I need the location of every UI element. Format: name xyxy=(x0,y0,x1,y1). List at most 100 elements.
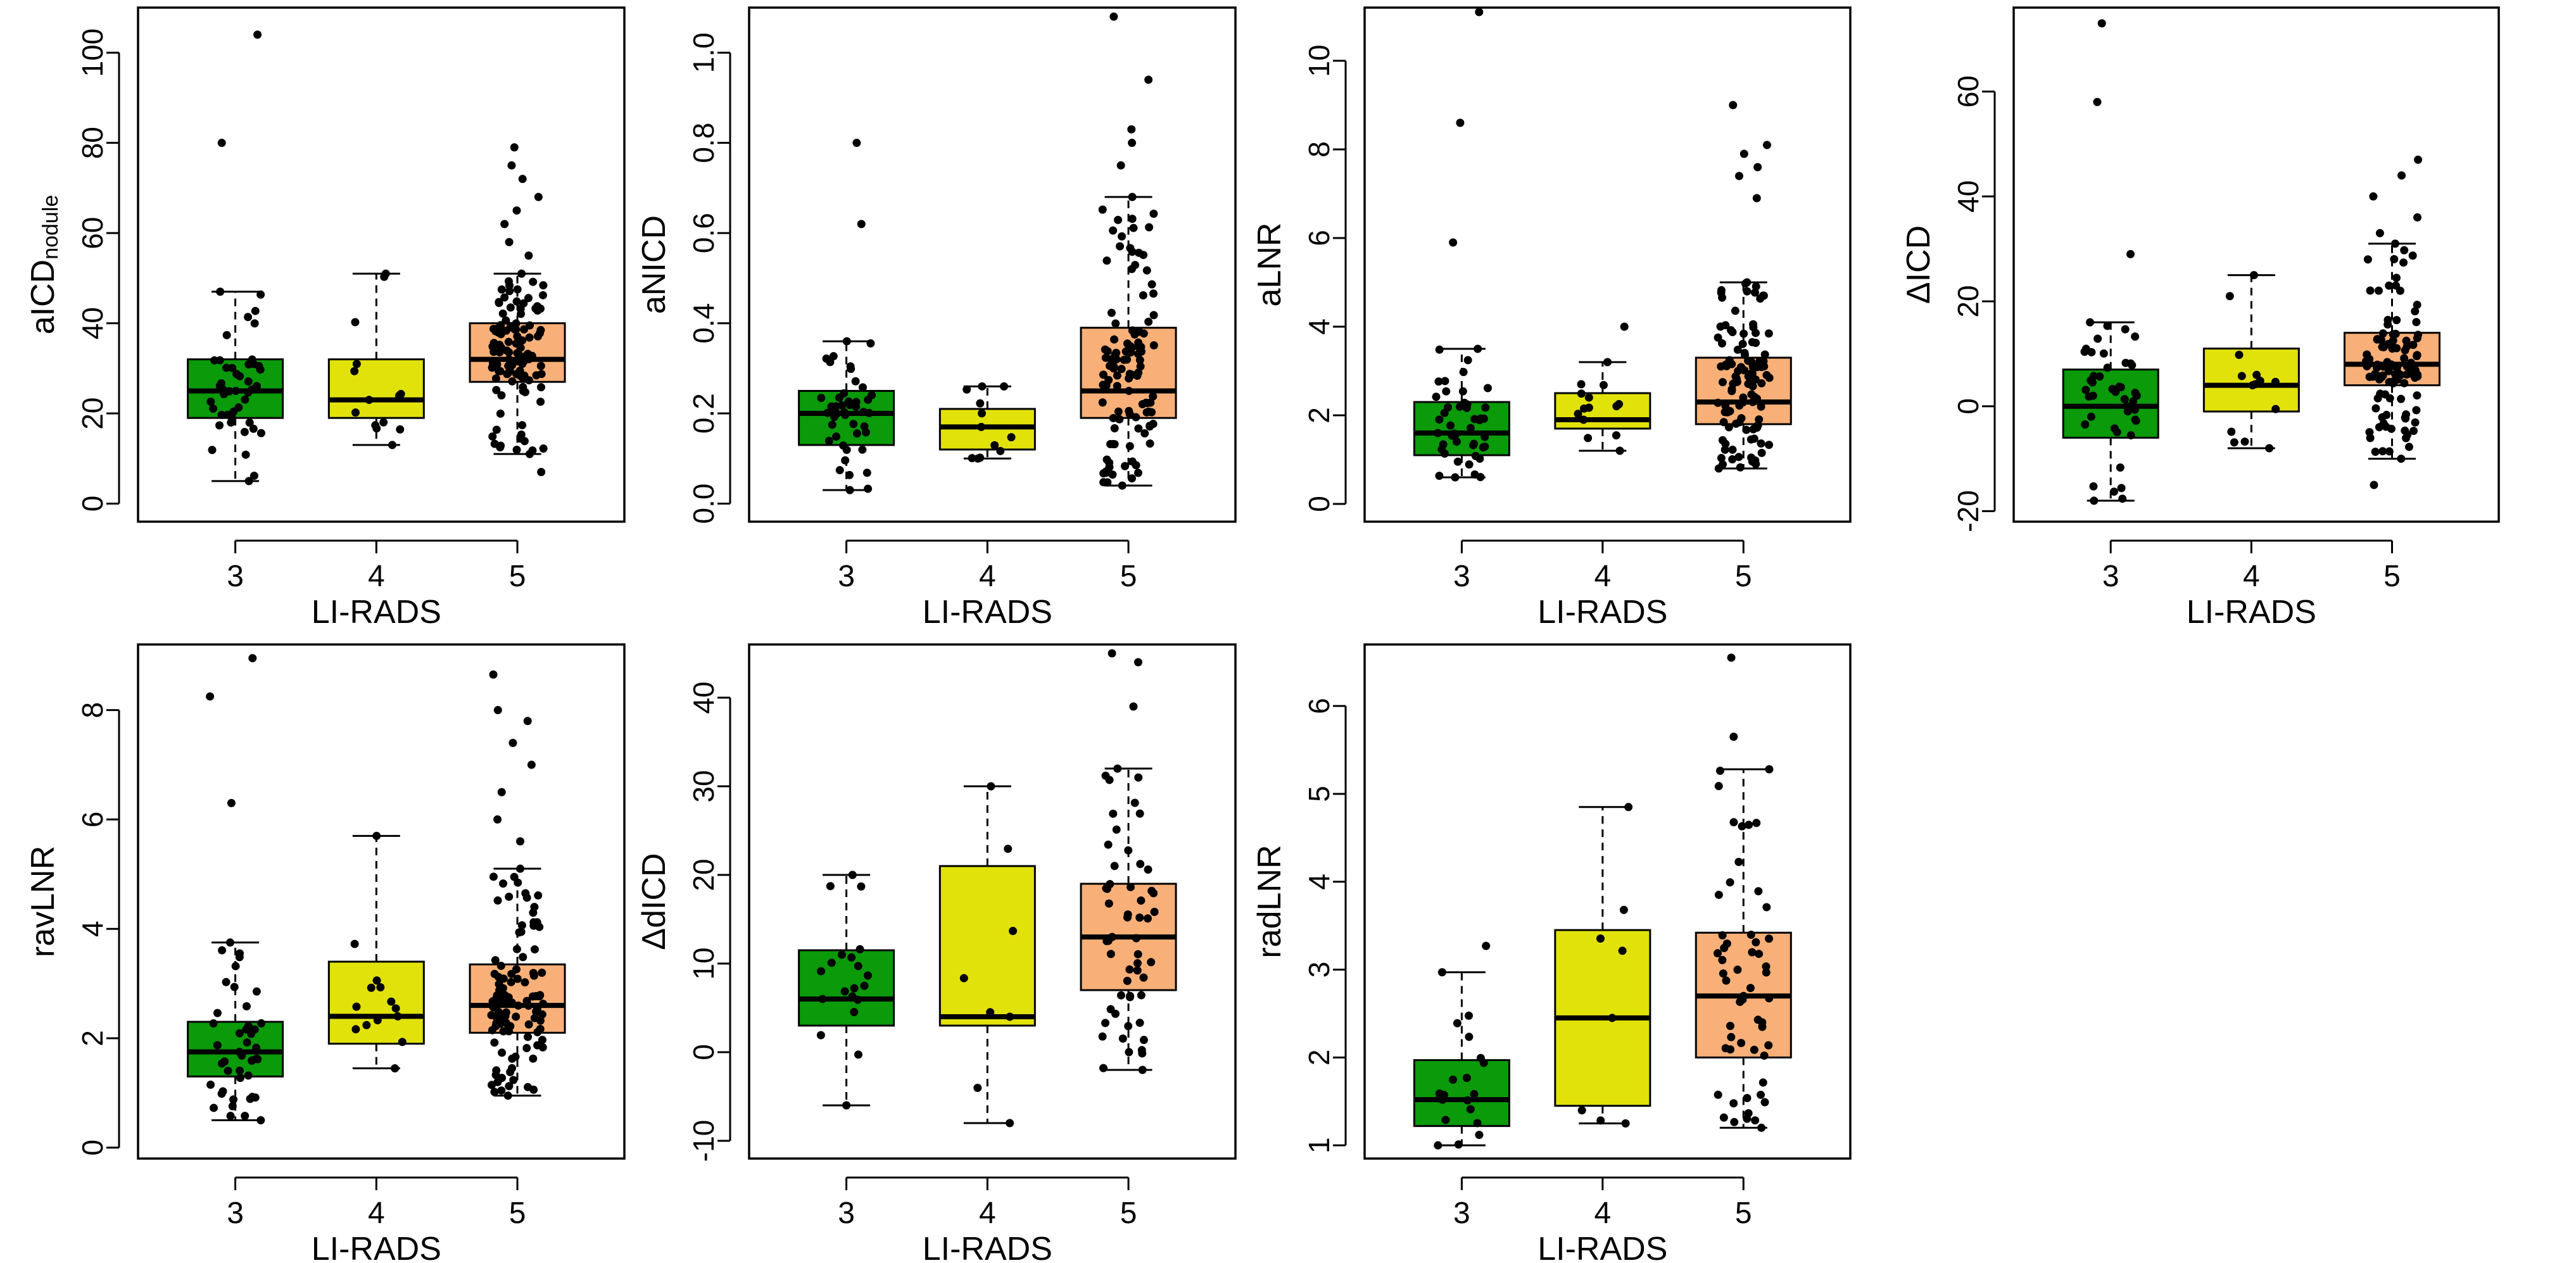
data-point xyxy=(2399,258,2408,267)
data-point xyxy=(2103,363,2112,372)
data-point xyxy=(494,1010,503,1019)
x-tick-label-3: 3 xyxy=(1453,1197,1470,1230)
data-point xyxy=(860,981,869,990)
data-point xyxy=(2397,171,2406,180)
y-tick-label: 0.8 xyxy=(687,123,720,163)
data-point xyxy=(1137,1046,1146,1055)
data-point xyxy=(2366,286,2375,295)
data-point xyxy=(851,377,860,386)
data-point xyxy=(504,361,513,370)
data-point xyxy=(1714,398,1722,407)
data-point xyxy=(489,670,498,679)
data-point xyxy=(1139,973,1148,982)
data-point xyxy=(524,1002,533,1010)
data-point xyxy=(2271,405,2280,413)
data-point xyxy=(1135,913,1144,922)
data-point xyxy=(1752,819,1761,827)
data-point xyxy=(2392,273,2401,282)
box-5 xyxy=(469,963,566,1034)
box-group-3 xyxy=(187,654,284,1125)
data-point xyxy=(1112,825,1121,834)
data-point xyxy=(1748,948,1757,957)
data-point xyxy=(1133,966,1142,975)
data-point xyxy=(1109,12,1118,21)
data-point xyxy=(352,1002,361,1011)
data-point xyxy=(227,413,236,422)
data-point xyxy=(524,376,533,385)
data-point xyxy=(395,391,404,400)
y-tick-label: 0.6 xyxy=(687,213,720,253)
data-point xyxy=(1714,782,1723,791)
x-tick-label-5: 5 xyxy=(1735,560,1752,593)
chart-aicd: 0 20 40 60 80 100 3 4 5 LI-RADS aICDnodule xyxy=(25,6,626,631)
data-point xyxy=(499,1027,508,1036)
data-point xyxy=(350,367,359,375)
data-point xyxy=(224,1067,232,1076)
data-point xyxy=(524,251,533,260)
x-tick-label-4: 4 xyxy=(979,1197,996,1230)
x-tick-label-4: 4 xyxy=(979,560,996,593)
y-tick-label: 20 xyxy=(687,858,720,891)
data-point xyxy=(2397,455,2406,463)
data-point xyxy=(1127,125,1136,134)
data-point xyxy=(1475,454,1484,463)
data-point xyxy=(529,971,538,980)
data-point xyxy=(1113,764,1122,773)
y-tick-label: 6 xyxy=(76,812,109,828)
data-point xyxy=(846,362,855,371)
y-tick-label: 40 xyxy=(1952,180,1985,213)
data-point xyxy=(372,424,381,433)
data-point xyxy=(817,967,826,976)
data-point xyxy=(1727,387,1736,396)
box-3 xyxy=(1413,401,1510,456)
data-point xyxy=(488,432,497,441)
data-point xyxy=(1765,374,1774,382)
data-point xyxy=(977,409,986,418)
data-point xyxy=(510,143,519,152)
data-point xyxy=(538,1036,546,1045)
data-point xyxy=(1150,907,1159,916)
box-group-5 xyxy=(469,670,566,1100)
chart-delta-icd: -20 0 20 40 60 3 4 5 LI-RADS ΔICD xyxy=(1900,6,2500,631)
data-point xyxy=(1127,343,1136,352)
data-point xyxy=(2411,366,2420,375)
data-point xyxy=(500,991,509,1000)
data-point xyxy=(968,454,976,463)
data-point xyxy=(536,1016,545,1025)
x-tick-label-5: 5 xyxy=(1120,1197,1137,1230)
data-point xyxy=(2230,438,2238,447)
data-point xyxy=(512,297,521,306)
chart-radlnr: 1 2 3 4 5 6 3 4 5 LI-RADS radLNR xyxy=(1251,643,1852,1263)
data-point xyxy=(1449,238,1458,247)
data-point xyxy=(864,396,873,405)
data-point xyxy=(852,429,861,438)
data-point xyxy=(2412,406,2421,415)
data-point xyxy=(532,1007,541,1016)
data-point xyxy=(1000,382,1009,391)
data-point xyxy=(376,983,385,991)
data-point xyxy=(2408,251,2417,260)
data-point xyxy=(2109,487,2118,496)
x-tick-label-3: 3 xyxy=(838,1197,855,1230)
data-point xyxy=(1137,342,1146,351)
data-point xyxy=(222,363,231,372)
data-point xyxy=(2375,423,2383,432)
data-point xyxy=(1475,8,1484,16)
data-point xyxy=(251,306,260,315)
box-group-3 xyxy=(798,139,895,494)
x-tick-label-3: 3 xyxy=(227,1197,244,1230)
box-group-4 xyxy=(2202,271,2300,453)
data-point xyxy=(1138,1065,1147,1074)
data-point xyxy=(496,962,505,971)
data-point xyxy=(1466,1105,1475,1114)
data-point xyxy=(2401,413,2409,422)
data-point xyxy=(256,290,265,299)
data-point xyxy=(505,892,514,901)
data-point xyxy=(2089,372,2098,380)
data-point xyxy=(1579,415,1588,424)
data-point xyxy=(2378,342,2387,351)
data-point xyxy=(2400,354,2409,363)
data-point xyxy=(2396,286,2404,295)
data-point xyxy=(2375,229,2384,237)
data-point xyxy=(1757,448,1766,457)
